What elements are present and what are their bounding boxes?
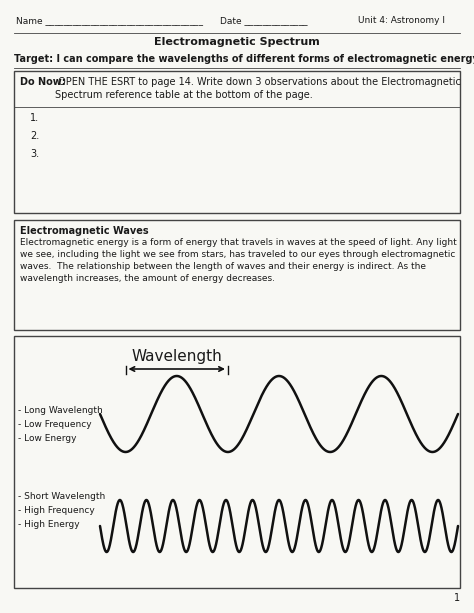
Text: 2.: 2.	[30, 131, 39, 141]
Bar	[14, 71, 460, 213]
Bar	[14, 220, 460, 330]
Text: Electromagnetic energy is a form of energy that travels in waves at the speed of: Electromagnetic energy is a form of ener…	[20, 238, 457, 283]
Text: Wavelength: Wavelength	[131, 349, 222, 364]
Text: Do Now:: Do Now:	[20, 77, 66, 87]
Text: - Short Wavelength
- High Frequency
- High Energy: - Short Wavelength - High Frequency - Hi…	[18, 492, 105, 529]
Text: - Long Wavelength
- Low Frequency
- Low Energy: - Long Wavelength - Low Frequency - Low …	[18, 406, 103, 443]
Bar	[14, 336, 460, 588]
Text: Target: I can compare the wavelengths of different forms of electromagnetic ener: Target: I can compare the wavelengths of…	[14, 54, 474, 64]
Text: OPEN THE ESRT to page 14. Write down 3 observations about the Electromagnetic
Sp: OPEN THE ESRT to page 14. Write down 3 o…	[55, 77, 461, 100]
Text: 3.: 3.	[30, 149, 39, 159]
Text: Unit 4: Astronomy I: Unit 4: Astronomy I	[358, 16, 445, 25]
Text: Electromagnetic Waves: Electromagnetic Waves	[20, 226, 149, 236]
Text: Electromagnetic Spectrum: Electromagnetic Spectrum	[154, 37, 320, 47]
Text: Date ______________: Date ______________	[220, 16, 308, 25]
Text: 1: 1	[454, 593, 460, 603]
Text: 1.: 1.	[30, 113, 39, 123]
Text: Name ___________________________________: Name ___________________________________	[16, 16, 203, 25]
